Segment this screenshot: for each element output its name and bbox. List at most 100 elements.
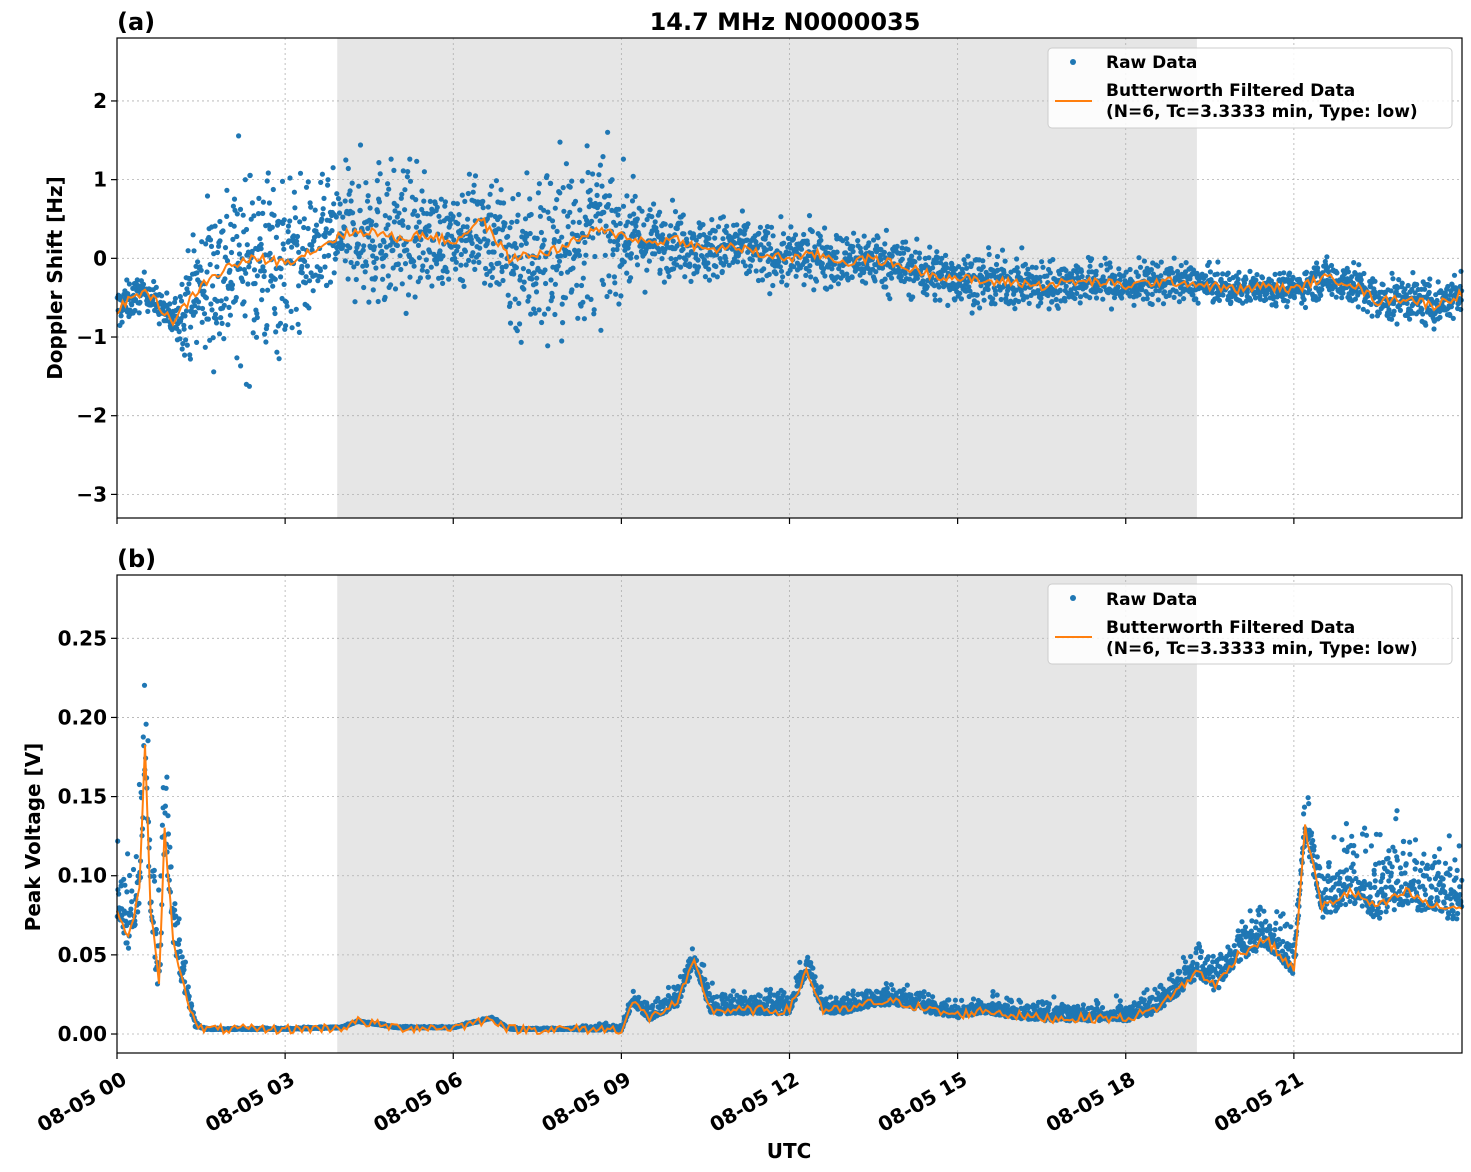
raw-data-point: [247, 172, 253, 178]
raw-data-point: [122, 882, 128, 888]
raw-data-point: [974, 292, 980, 298]
raw-data-point: [1077, 300, 1083, 306]
raw-data-point: [518, 339, 524, 345]
raw-data-point: [437, 248, 443, 254]
raw-data-point: [1190, 292, 1196, 298]
raw-data-point: [1055, 305, 1061, 311]
raw-data-point: [316, 233, 322, 239]
raw-data-point: [995, 267, 1001, 273]
raw-data-point: [833, 995, 839, 1001]
raw-data-point: [208, 243, 215, 249]
raw-data-point: [132, 307, 138, 314]
raw-data-point: [1193, 296, 1199, 302]
raw-data-point: [818, 984, 824, 990]
raw-data-point: [134, 277, 140, 283]
raw-data-point: [963, 288, 969, 294]
raw-data-point: [798, 246, 805, 252]
raw-data-point: [1345, 269, 1351, 275]
raw-data-point: [1376, 310, 1382, 316]
raw-data-point: [588, 296, 594, 302]
raw-data-point: [1215, 259, 1221, 265]
raw-data-point: [244, 242, 250, 248]
raw-data-point: [1214, 271, 1220, 277]
raw-data-point: [552, 205, 558, 211]
raw-data-point: [1268, 278, 1274, 284]
raw-data-point: [1039, 259, 1045, 265]
raw-data-point: [413, 224, 419, 230]
raw-data-point: [262, 331, 268, 337]
raw-data-point: [218, 315, 224, 321]
raw-data-point: [470, 189, 476, 195]
raw-data-point: [183, 308, 190, 314]
raw-data-point: [360, 247, 366, 253]
raw-data-point: [292, 205, 298, 211]
raw-data-point: [935, 255, 941, 261]
raw-data-point: [329, 228, 335, 234]
raw-data-point: [231, 196, 238, 202]
raw-data-point: [1178, 262, 1184, 269]
raw-data-point: [735, 259, 741, 265]
raw-data-point: [318, 274, 325, 280]
raw-data-point: [594, 182, 600, 188]
raw-data-point: [1087, 295, 1093, 301]
raw-data-point: [426, 223, 432, 229]
raw-data-point: [305, 225, 311, 232]
raw-data-point: [136, 900, 142, 907]
raw-data-point: [459, 237, 465, 243]
raw-data-point: [596, 172, 602, 178]
raw-data-point: [903, 239, 909, 245]
raw-data-point: [680, 212, 686, 218]
raw-data-point: [446, 276, 452, 282]
raw-data-point: [823, 996, 829, 1002]
raw-data-point: [179, 346, 185, 352]
raw-data-point: [630, 173, 636, 179]
raw-data-point: [866, 240, 872, 246]
raw-data-point: [429, 283, 435, 289]
raw-data-point: [434, 204, 440, 210]
raw-data-point: [1243, 276, 1249, 282]
raw-data-point: [462, 198, 468, 204]
raw-data-point: [214, 298, 220, 304]
raw-data-point: [1388, 288, 1394, 294]
raw-data-point: [1355, 292, 1361, 298]
raw-data-point: [487, 282, 493, 288]
raw-data-point: [1203, 273, 1209, 279]
raw-data-point: [1369, 313, 1375, 319]
legend-label-filtered-params: (N=6, Tc=3.3333 min, Type: low): [1106, 102, 1418, 122]
raw-data-point: [1399, 280, 1405, 286]
raw-data-point: [1022, 261, 1028, 267]
raw-data-point: [662, 221, 668, 227]
y-tick-label: −2: [76, 404, 107, 428]
raw-data-point: [1302, 304, 1309, 311]
raw-data-point: [597, 201, 603, 207]
raw-data-point: [1182, 269, 1189, 275]
raw-data-point: [1435, 279, 1441, 285]
raw-data-point: [270, 283, 276, 289]
raw-data-point: [453, 259, 459, 265]
raw-data-point: [510, 196, 516, 202]
raw-data-point: [559, 338, 565, 344]
raw-data-point: [305, 179, 311, 185]
raw-data-point: [396, 210, 402, 216]
raw-data-point: [135, 909, 141, 915]
raw-data-point: [337, 201, 343, 207]
raw-data-point: [153, 284, 159, 290]
raw-data-point: [415, 213, 421, 219]
raw-data-point: [1273, 303, 1279, 309]
raw-data-point: [634, 216, 640, 222]
raw-data-point: [265, 170, 271, 176]
raw-data-point: [165, 831, 171, 837]
raw-data-point: [411, 263, 417, 269]
raw-data-point: [787, 267, 793, 273]
raw-data-point: [606, 193, 613, 199]
raw-data-point: [584, 143, 590, 149]
raw-data-point: [306, 305, 312, 311]
raw-data-point: [1207, 269, 1213, 275]
raw-data-point: [916, 250, 923, 256]
raw-data-point: [392, 208, 398, 214]
raw-data-point: [296, 283, 302, 289]
raw-data-point: [515, 212, 521, 218]
raw-data-point: [292, 215, 299, 221]
raw-data-point: [757, 224, 764, 230]
raw-data-point: [771, 992, 777, 998]
